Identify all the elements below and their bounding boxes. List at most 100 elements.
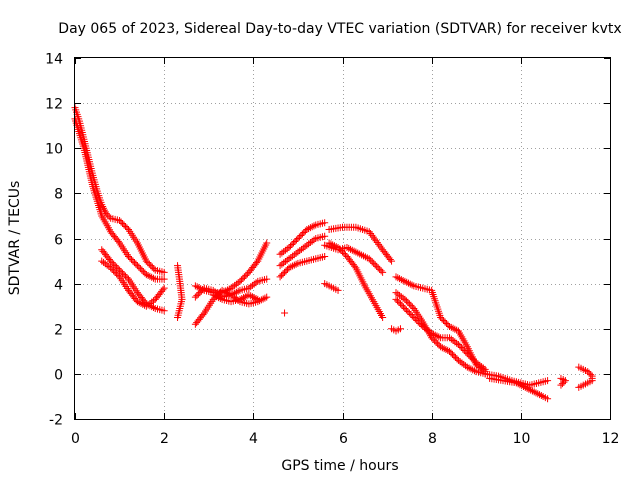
y-tick-label: 10: [45, 142, 63, 158]
data-point: [227, 291, 235, 299]
data-point: [453, 339, 461, 347]
data-point: [414, 318, 422, 326]
data-point: [234, 279, 242, 287]
data-point: [447, 323, 455, 331]
data-point: [451, 353, 459, 361]
data-point: [379, 268, 387, 276]
data-point: [193, 283, 201, 291]
data-point: [285, 244, 293, 252]
data-point: [557, 381, 565, 389]
data-point: [407, 310, 415, 318]
data-point: [396, 300, 404, 308]
data-point: [216, 295, 224, 303]
data-point: [516, 381, 524, 389]
data-point: [236, 295, 244, 303]
data-point: [263, 275, 271, 283]
axis-ticks: 0 2 4 6 8 10 12 -2 0 2 4 6 8 10 12 14: [45, 52, 619, 448]
data-point: [142, 257, 150, 265]
data-point: [399, 276, 407, 284]
y-tick-label: 8: [54, 187, 63, 203]
y-tick-label: 4: [54, 278, 63, 294]
data-point: [239, 274, 247, 282]
plot-frame: [74, 57, 611, 420]
data-point: [278, 271, 286, 279]
data-point: [291, 238, 299, 246]
data-point: [417, 321, 425, 329]
data-point: [107, 257, 115, 265]
y-tick-label: 2: [54, 323, 63, 339]
data-point: [310, 222, 318, 230]
data-point: [287, 263, 295, 271]
y-tick-label: -2: [49, 413, 63, 429]
data-point: [405, 309, 413, 317]
data-point: [278, 260, 286, 268]
data-point: [449, 336, 457, 344]
series-track-s: [486, 374, 552, 403]
data-point: [238, 295, 246, 303]
data-point: [449, 324, 457, 332]
data-point: [451, 338, 459, 346]
data-point: [263, 239, 271, 247]
data-point: [159, 286, 167, 294]
data-point: [290, 261, 298, 269]
data-point: [453, 326, 461, 334]
data-point: [388, 257, 396, 265]
data-point: [471, 357, 479, 365]
data-point: [113, 263, 121, 271]
series-track-n: [325, 239, 387, 321]
data-point: [149, 274, 157, 282]
data-point: [280, 248, 288, 256]
y-tick-label: 6: [54, 233, 63, 249]
series-track-b: [71, 115, 168, 283]
data-point: [144, 301, 152, 309]
data-point: [421, 324, 429, 332]
data-point: [193, 292, 201, 300]
data-point: [199, 286, 207, 294]
data-point: [438, 315, 446, 323]
data-point: [345, 244, 353, 252]
data-point: [528, 387, 536, 395]
data-point: [107, 264, 115, 272]
data-point: [119, 219, 127, 227]
data-point: [232, 288, 240, 296]
data-point: [281, 268, 289, 276]
data-point: [369, 233, 377, 241]
data-point: [399, 294, 407, 302]
data-point: [222, 288, 230, 296]
data-point: [348, 246, 356, 254]
data-point: [443, 319, 451, 327]
data-point: [373, 239, 381, 247]
data-point: [530, 388, 538, 396]
data-point: [523, 384, 531, 392]
data-point: [392, 289, 400, 297]
data-point: [289, 252, 297, 260]
data-point: [114, 265, 122, 273]
data-point: [122, 222, 130, 230]
data-point: [558, 380, 566, 388]
data-point: [231, 281, 239, 289]
data-point: [462, 348, 470, 356]
data-point: [374, 264, 382, 272]
data-point: [527, 386, 535, 394]
data-point: [110, 267, 118, 275]
data-point: [440, 316, 448, 324]
data-point: [479, 364, 487, 372]
data-point: [351, 262, 359, 270]
data-point: [98, 257, 106, 265]
data-point: [229, 283, 237, 291]
data-point: [149, 304, 157, 312]
data-point: [365, 255, 373, 263]
data-point: [337, 247, 345, 255]
data-point: [456, 358, 464, 366]
data-point: [534, 390, 542, 398]
series-track-k: [276, 253, 329, 281]
x-tick-label: 8: [428, 431, 437, 447]
data-point: [394, 274, 402, 282]
data-point: [330, 242, 338, 250]
data-point: [377, 267, 385, 275]
data-point: [397, 276, 405, 284]
data-point: [334, 244, 342, 252]
data-point: [240, 273, 248, 281]
data-point: [575, 383, 583, 391]
data-point: [285, 255, 293, 263]
